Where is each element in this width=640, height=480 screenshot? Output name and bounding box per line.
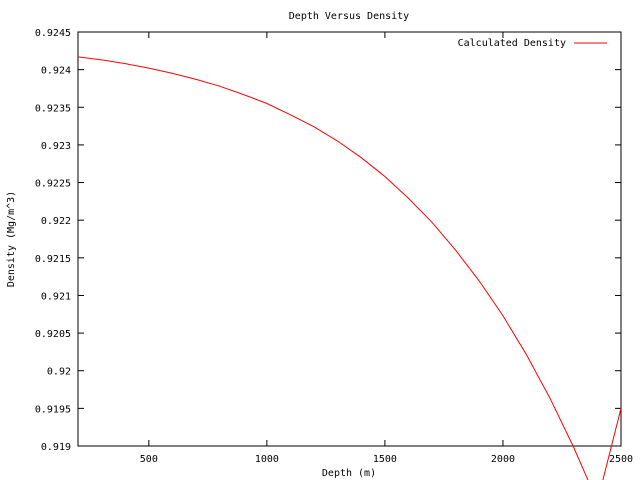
x-tick-label: 2500: [609, 454, 633, 465]
y-axis-label: Density (Mg/m^3): [6, 191, 17, 287]
y-tick-label: 0.92: [47, 367, 71, 378]
y-tick-label: 0.9245: [35, 28, 71, 39]
y-axis: 0.919 0.9195 0.92 0.9205 0.921 0.9215 0.922 0.9…: [35, 28, 621, 453]
plot-frame: [77, 31, 622, 447]
chart-title: Depth Versus Density: [289, 11, 409, 22]
x-tick-label: 1500: [373, 454, 397, 465]
y-tick-label: 0.9195: [35, 404, 71, 415]
y-tick-label: 0.924: [41, 66, 71, 77]
y-tick-label: 0.921: [41, 291, 71, 302]
legend: Calculated Density: [458, 38, 607, 49]
y-tick-label: 0.922: [41, 216, 71, 227]
x-axis-label: Depth (m): [322, 468, 376, 479]
x-axis: 500 1000 1500 2000 2500: [140, 32, 633, 465]
legend-label: Calculated Density: [458, 38, 566, 49]
series-line: [77, 56, 622, 480]
x-tick-label: 500: [140, 454, 158, 465]
y-tick-label: 0.9225: [35, 179, 71, 190]
y-tick-label: 0.923: [41, 141, 71, 152]
x-tick-label: 1000: [255, 454, 279, 465]
x-tick-label: 2000: [491, 454, 515, 465]
series-layer: [77, 56, 622, 480]
y-tick-label: 0.9235: [35, 103, 71, 114]
y-tick-label: 0.919: [41, 442, 71, 453]
y-tick-label: 0.9215: [35, 254, 71, 265]
y-tick-label: 0.9205: [35, 329, 71, 340]
